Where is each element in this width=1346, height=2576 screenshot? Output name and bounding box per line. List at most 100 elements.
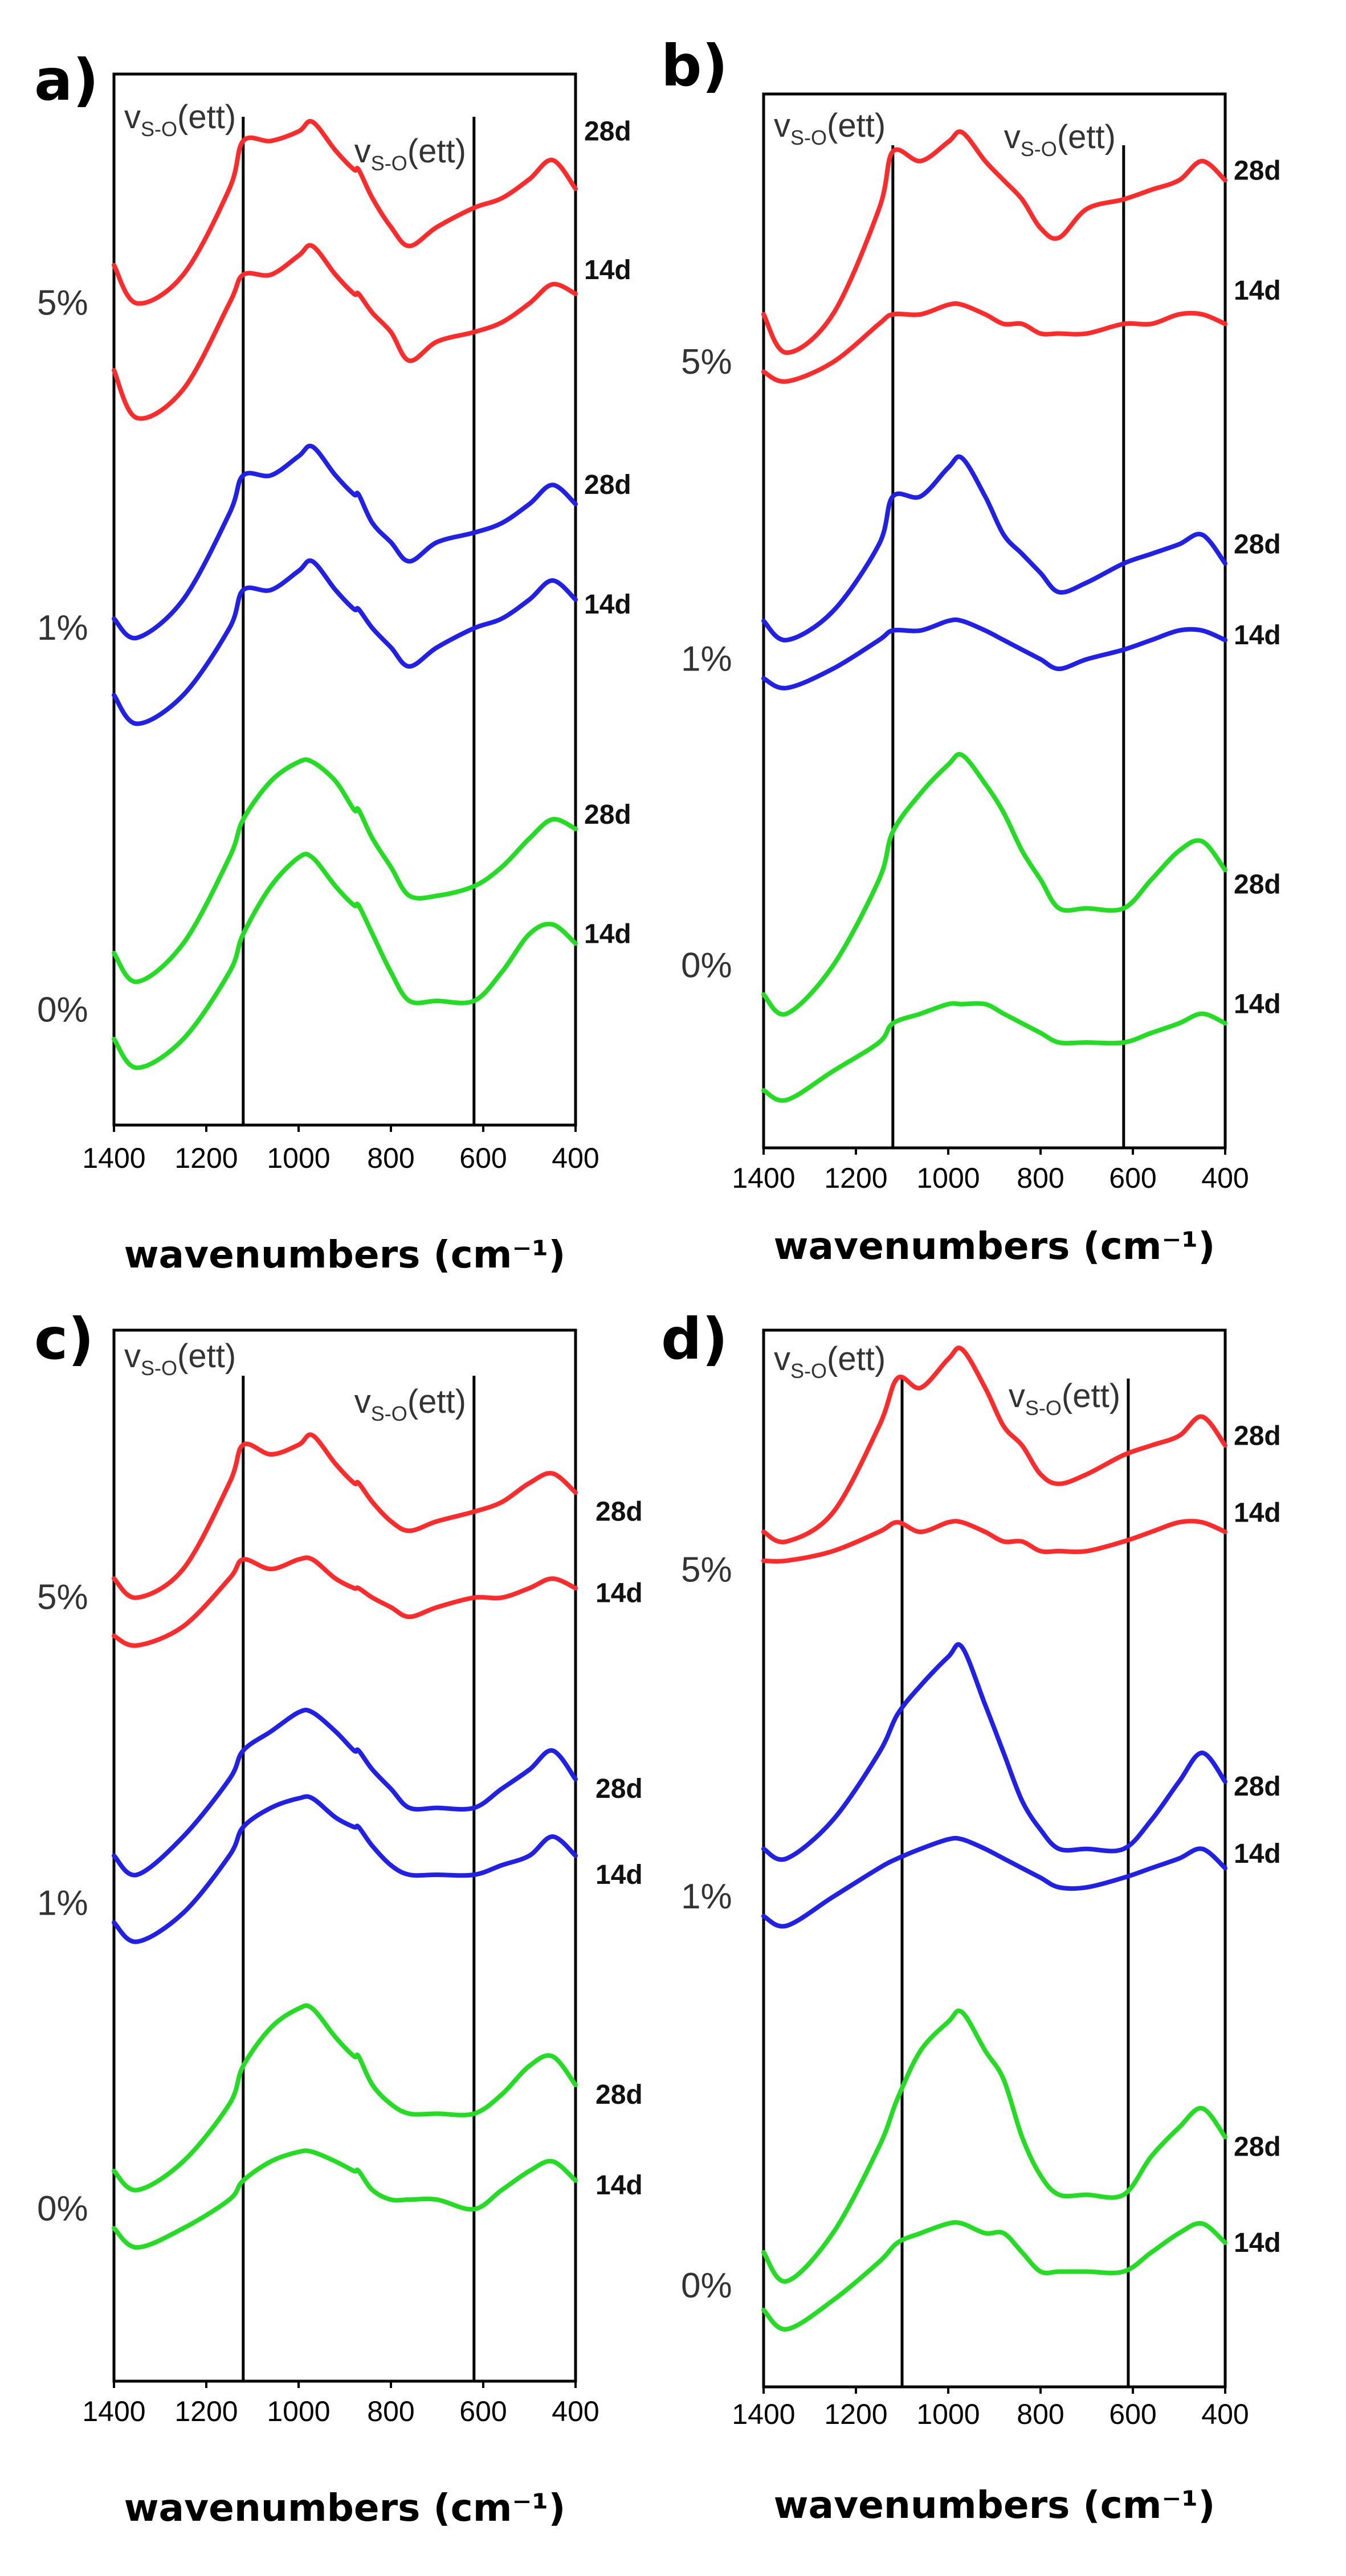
- x-tick-label: 1400: [732, 1162, 795, 1194]
- panel-2: b) 1400 1200 1000 800 600 400 wavenumbers (cm⁻¹…: [661, 32, 1281, 1268]
- series-day-label: 28d: [595, 1774, 643, 1804]
- x-tick-label: 1000: [916, 2398, 980, 2430]
- band-annotation: vS-O(ett): [124, 99, 236, 141]
- concentration-label: 0%: [681, 946, 732, 985]
- x-tick-label: 600: [1109, 2398, 1156, 2430]
- concentration-label: 5%: [681, 1551, 732, 1590]
- x-tick-label: 1200: [174, 1142, 238, 1174]
- series-line-0-28d: [112, 2003, 578, 2193]
- series-line-5-28d: [112, 118, 578, 306]
- x-tick-label: 800: [1017, 1162, 1064, 1194]
- series-day-label: 28d: [584, 470, 631, 500]
- x-tick-label: 600: [459, 1142, 507, 1174]
- series-day-label: 28d: [1234, 1772, 1281, 1802]
- series-line-5-14d: [112, 243, 578, 421]
- x-tick-label: 800: [1017, 2398, 1064, 2430]
- series-line-1-28d: [112, 1707, 578, 1878]
- series-line-5-28d: [761, 129, 1227, 355]
- series-day-label: 14d: [1234, 989, 1281, 1020]
- band-annotation: vS-O(ett): [774, 107, 886, 149]
- series-line-1-14d: [112, 558, 578, 726]
- x-tick-label: 1400: [732, 2398, 795, 2430]
- concentration-label: 5%: [681, 342, 732, 382]
- x-tick-label: 1400: [82, 2395, 145, 2427]
- x-tick-label: 1200: [824, 2398, 887, 2430]
- series-line-0-28d: [761, 752, 1227, 1017]
- band-annotation: vS-O(ett): [354, 1383, 466, 1425]
- series-day-label: 14d: [584, 255, 631, 285]
- panel-letter: b): [661, 32, 728, 99]
- x-tick-label: 400: [552, 2395, 599, 2427]
- series-line-0-14d: [112, 852, 578, 1070]
- concentration-label: 1%: [37, 608, 88, 648]
- x-axis-label: wavenumbers (cm⁻¹): [774, 2483, 1216, 2527]
- band-annotation: vS-O(ett): [774, 1340, 886, 1383]
- x-axis-label: wavenumbers (cm⁻¹): [774, 1224, 1216, 1268]
- series-day-label: 14d: [595, 1860, 643, 1890]
- series-day-label: 28d: [1234, 2132, 1281, 2162]
- series-day-label: 28d: [1234, 529, 1281, 559]
- x-tick-label: 800: [367, 1142, 414, 1174]
- series-line-5-14d: [761, 301, 1227, 384]
- band-annotation: vS-O(ett): [1004, 118, 1116, 161]
- series-day-label: 28d: [595, 1497, 643, 1527]
- panel-letter: c): [34, 1306, 94, 1372]
- series-day-label: 28d: [1234, 156, 1281, 186]
- series-day-label: 28d: [584, 800, 631, 830]
- concentration-label: 5%: [37, 284, 88, 323]
- series-day-label: 14d: [595, 2170, 643, 2201]
- band-annotation: vS-O(ett): [1009, 1377, 1120, 1420]
- x-tick-label: 400: [1201, 2398, 1249, 2430]
- panel-4: d) 1400 1200 1000 800 600 400 wavenumbers (cm⁻¹…: [661, 1306, 1281, 2527]
- band-annotation: vS-O(ett): [354, 133, 466, 175]
- series-day-label: 14d: [584, 590, 631, 620]
- series-line-1-14d: [761, 1835, 1227, 1929]
- series-line-1-28d: [761, 454, 1227, 643]
- concentration-label: 5%: [37, 1578, 88, 1617]
- x-axis-label: wavenumbers (cm⁻¹): [124, 2486, 566, 2530]
- x-tick-label: 1000: [267, 2395, 330, 2427]
- concentration-label: 1%: [681, 1877, 732, 1916]
- series-line-1-14d: [761, 617, 1227, 690]
- x-tick-label: 1200: [174, 2395, 238, 2427]
- series-line-0-14d: [761, 1001, 1227, 1103]
- series-line-1-28d: [761, 1642, 1227, 1862]
- series-day-label: 28d: [584, 117, 631, 147]
- series-day-label: 14d: [584, 919, 631, 950]
- x-axis-label: wavenumbers (cm⁻¹): [124, 1233, 566, 1277]
- series-day-label: 14d: [1234, 620, 1281, 651]
- x-tick-label: 1200: [824, 1162, 887, 1194]
- x-tick-label: 800: [367, 2395, 414, 2427]
- series-line-5-14d: [761, 1519, 1227, 1564]
- concentration-label: 0%: [37, 991, 88, 1030]
- plot-frame: [112, 1328, 577, 2383]
- x-tick-label: 1000: [916, 1162, 980, 1194]
- concentration-label: 1%: [37, 1883, 88, 1923]
- series-day-label: 14d: [1234, 1498, 1281, 1528]
- x-tick-label: 600: [1109, 1162, 1156, 1194]
- series-line-5-28d: [761, 1346, 1227, 1544]
- x-tick-label: 400: [552, 1142, 599, 1174]
- panel-1: a) 1400 1200 1000 800 600 400 wavenumbers (cm⁻¹…: [34, 47, 631, 1277]
- series-day-label: 14d: [1234, 2228, 1281, 2258]
- plot-frame: [762, 1328, 1227, 2389]
- series-day-label: 14d: [1234, 1839, 1281, 1869]
- x-tick-label: 400: [1201, 1162, 1249, 1194]
- panel-letter: d): [661, 1306, 728, 1372]
- series-line-0-14d: [761, 2220, 1227, 2332]
- concentration-label: 1%: [681, 639, 732, 678]
- x-tick-label: 1000: [267, 1142, 330, 1174]
- series-line-1-28d: [112, 443, 578, 641]
- series-day-label: 28d: [595, 2080, 643, 2110]
- x-tick-label: 1400: [82, 1142, 145, 1174]
- series-line-0-14d: [112, 2148, 578, 2250]
- series-line-5-14d: [112, 1555, 578, 1648]
- plot-frame: [762, 92, 1227, 1150]
- concentration-label: 0%: [681, 2266, 732, 2305]
- series-line-0-28d: [761, 2008, 1227, 2284]
- series-line-5-28d: [112, 1432, 578, 1600]
- series-line-0-28d: [112, 757, 578, 984]
- panel-3: c) 1400 1200 1000 800 600 400 wavenumbers (cm⁻¹…: [34, 1306, 643, 2530]
- series-day-label: 14d: [595, 1578, 643, 1608]
